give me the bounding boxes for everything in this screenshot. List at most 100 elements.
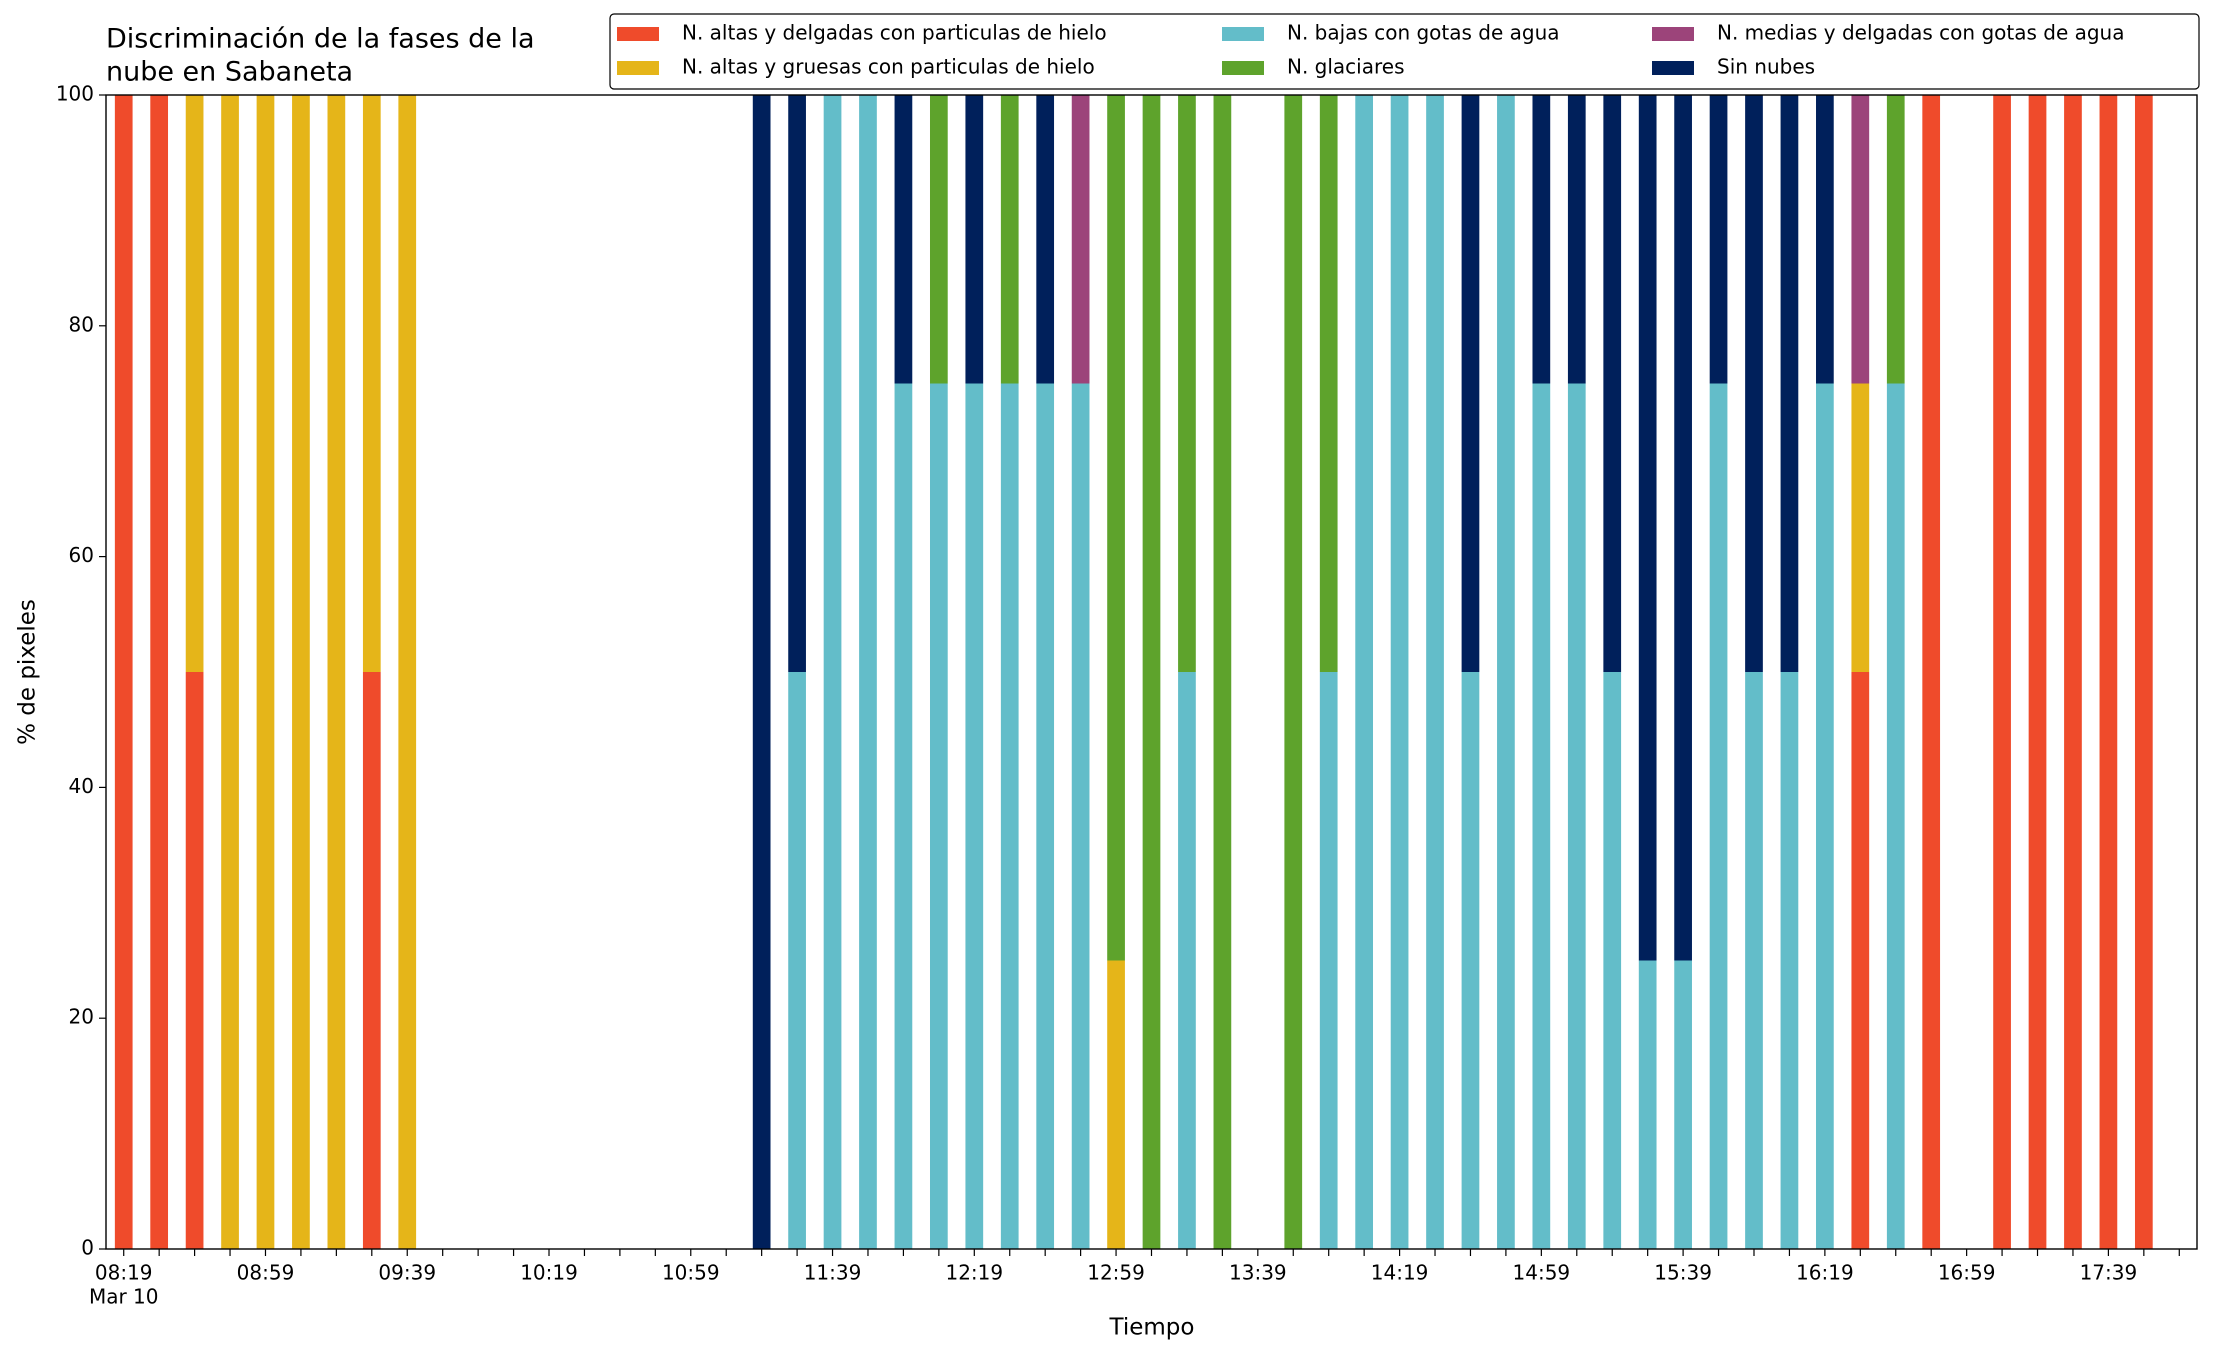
bar-segment <box>1603 672 1622 1249</box>
bar-segment <box>256 95 275 1249</box>
bar-segment <box>965 383 984 1249</box>
bar-segment <box>1674 960 1692 1249</box>
bar-segment <box>1603 95 1622 672</box>
bar-segment <box>894 95 913 384</box>
bar-segment <box>1709 383 1728 1249</box>
axes-frame <box>105 94 2198 1250</box>
bar-segment <box>1993 95 2011 1249</box>
legend-label: N. glaciares <box>1287 55 1405 79</box>
bar-segment <box>894 383 913 1249</box>
x-tick-label: 13:39 <box>1229 1261 1287 1285</box>
bar-segment <box>185 95 204 672</box>
x-tick-label: 17:39 <box>2080 1261 2138 1285</box>
bar-segment <box>1497 95 1515 1249</box>
chart-title: Discriminación de la fases de la <box>106 24 535 55</box>
bar-segment <box>1000 95 1019 384</box>
legend-swatch <box>617 27 659 41</box>
bar-segment <box>788 672 806 1249</box>
x-axis-label: Tiempo <box>1109 1315 1195 1341</box>
bar-segment <box>1319 672 1338 1249</box>
bar-segment <box>1851 383 1870 672</box>
bar-segment <box>114 95 133 1249</box>
bar-segment <box>1036 383 1055 1249</box>
bar-segment <box>1816 383 1834 1249</box>
y-tick-label: 20 <box>69 1005 94 1029</box>
bar-segment <box>1319 95 1338 672</box>
bar-segment <box>1567 95 1586 384</box>
x-tick-label: 10:59 <box>662 1261 720 1285</box>
bar-segment <box>788 95 806 672</box>
y-tick-label: 60 <box>69 543 94 567</box>
bar-segment <box>1461 672 1480 1249</box>
bar-segment <box>1780 95 1799 672</box>
legend-label: N. bajas con gotas de agua <box>1287 21 1560 45</box>
chart-title: nube en Sabaneta <box>106 57 353 88</box>
bar-segment <box>965 95 984 384</box>
legend-swatch <box>1652 61 1694 75</box>
x-tick-label: 16:19 <box>1796 1261 1854 1285</box>
bar-segment <box>752 95 771 1249</box>
bar-segment <box>1886 383 1905 1249</box>
bar-segment <box>2064 95 2082 1249</box>
bar-segment <box>1213 95 1232 1249</box>
y-tick-label: 0 <box>81 1236 94 1260</box>
bar-segment <box>1390 95 1409 1249</box>
bar-segment <box>823 95 842 1249</box>
bar-segment <box>1780 672 1799 1249</box>
y-tick-label: 100 <box>56 82 94 106</box>
bar-segment <box>1178 672 1196 1249</box>
legend-label: N. altas y delgadas con particulas de hi… <box>682 21 1107 45</box>
x-tick-label: 12:59 <box>1087 1261 1145 1285</box>
bar-segment <box>1816 95 1834 384</box>
bar-segment <box>1709 95 1728 384</box>
bar-segment <box>1567 383 1586 1249</box>
bar-segment <box>1638 960 1657 1249</box>
bar-segment <box>1532 383 1551 1249</box>
bar-segment <box>398 95 417 1249</box>
bar-segment <box>292 95 310 1249</box>
y-tick-label: 80 <box>69 312 94 336</box>
legend-swatch <box>617 61 659 75</box>
bar-segment <box>1638 95 1657 961</box>
bar-segment <box>1071 383 1090 1249</box>
bar-segment <box>1107 960 1125 1249</box>
bar-segment <box>1922 95 1941 1249</box>
legend-label: N. altas y gruesas con particulas de hie… <box>682 55 1095 79</box>
bar-segment <box>1426 95 1444 1249</box>
x-tick-label: 12:19 <box>945 1261 1003 1285</box>
bar-segment <box>929 383 948 1249</box>
bar-segment <box>1000 383 1019 1249</box>
y-axis-label: % de pixeles <box>15 599 41 745</box>
bar-segment <box>221 95 239 1249</box>
x-tick-label: 15:39 <box>1654 1261 1712 1285</box>
legend-swatch <box>1222 27 1264 41</box>
bar-segment <box>929 95 948 384</box>
bar-segment <box>327 95 346 1249</box>
bar-segment <box>1461 95 1480 672</box>
bar-segment <box>859 95 877 1249</box>
legend-label: Sin nubes <box>1717 55 1815 79</box>
bar-segment <box>1142 95 1161 1249</box>
bar-segment <box>362 672 381 1249</box>
x-tick-label: 14:59 <box>1513 1261 1571 1285</box>
bar-segment <box>1178 95 1196 672</box>
bar-segment <box>2028 95 2047 1249</box>
legend-swatch <box>1222 61 1264 75</box>
bar-segment <box>1745 672 1763 1249</box>
bar-segment <box>2099 95 2118 1249</box>
bar-segment <box>1107 95 1125 961</box>
bar-segment <box>362 95 381 672</box>
x-tick-label: 11:39 <box>804 1261 862 1285</box>
x-date-label: Mar 10 <box>89 1285 159 1309</box>
legend-swatch <box>1652 27 1694 41</box>
y-tick-label: 40 <box>69 774 94 798</box>
x-tick-label: 16:59 <box>1938 1261 1996 1285</box>
bar-segment <box>1355 95 1374 1249</box>
x-tick-label: 09:39 <box>378 1261 436 1285</box>
legend-box <box>609 13 2200 90</box>
bar-segment <box>1886 95 1905 384</box>
bar-segment <box>185 672 204 1249</box>
x-tick-label: 10:19 <box>520 1261 578 1285</box>
